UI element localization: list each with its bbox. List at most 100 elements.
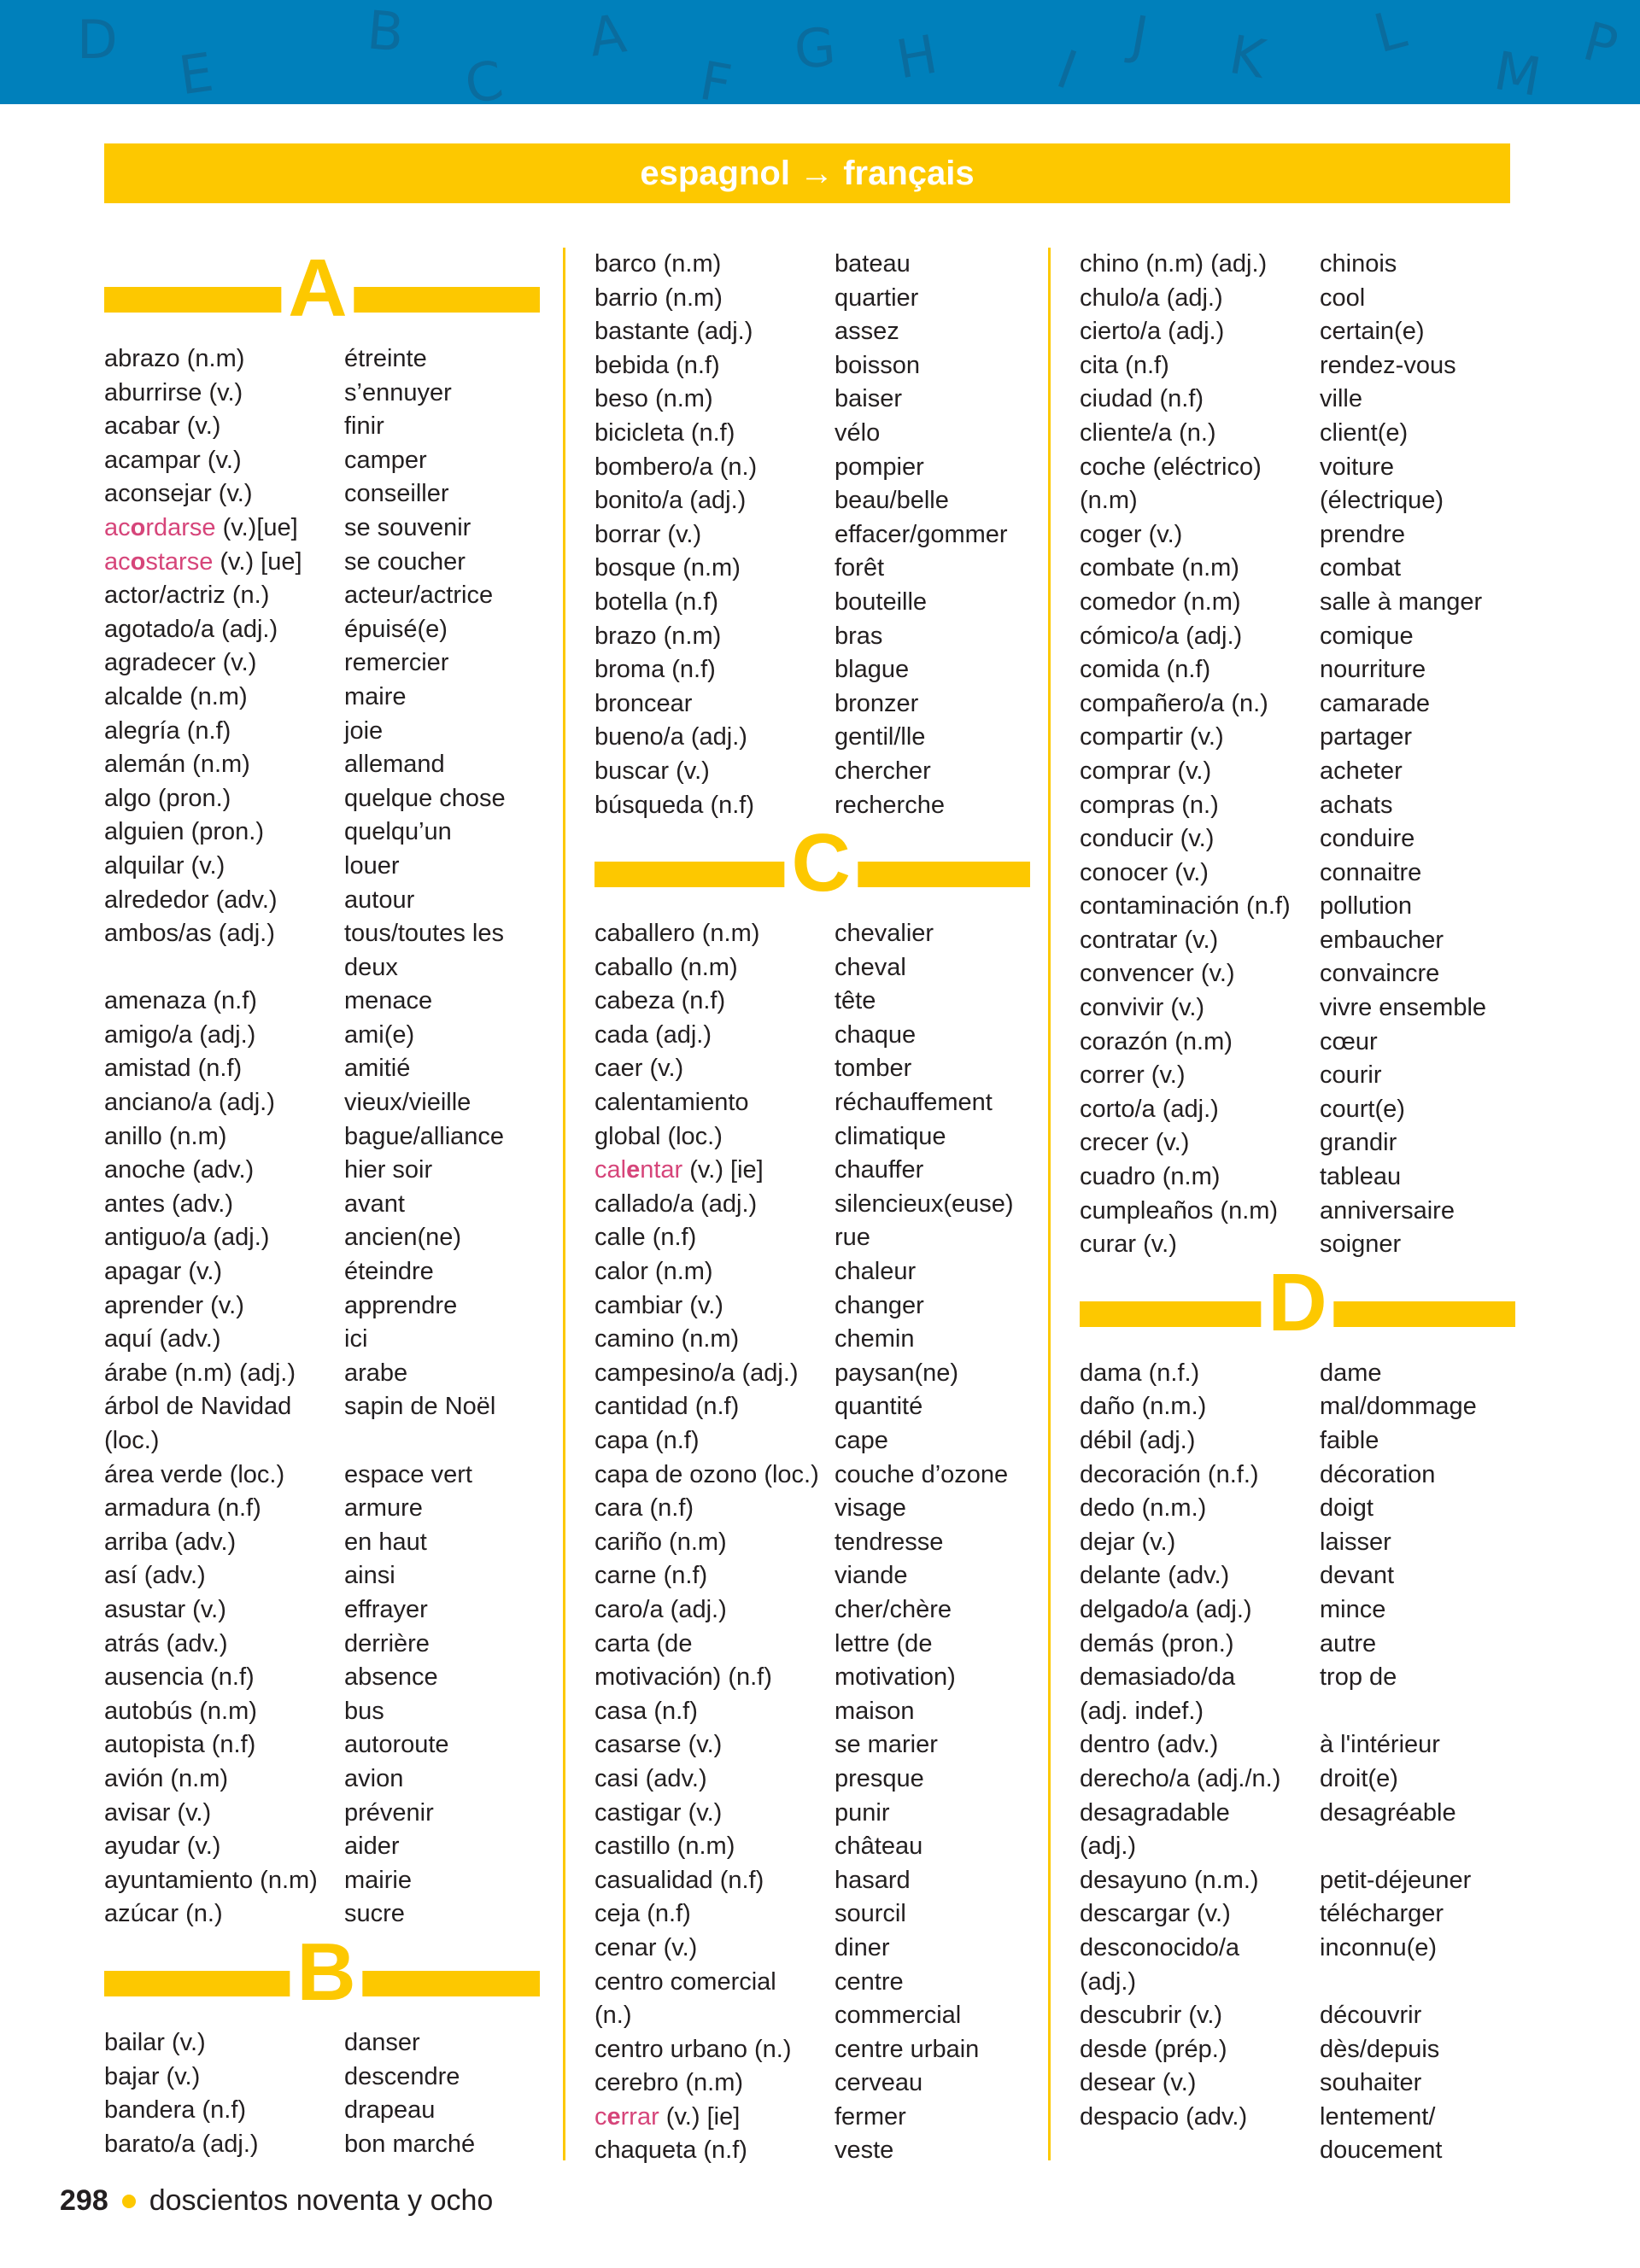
term-text: ayudar (v.) — [104, 1833, 221, 1861]
french-translation: joie — [344, 716, 384, 745]
term-text: anoche (adv.) — [104, 1156, 255, 1184]
term-text: bastante (adj.) — [594, 318, 753, 346]
vocab-entry: dama (n.f.) dame — [1080, 1357, 1515, 1391]
vocab-entry: ceja (n.f) sourcil — [594, 1897, 1030, 1932]
vocab-entry: amistad (n.f) amitié — [104, 1052, 540, 1086]
french-translation: acteur/actrice — [344, 582, 494, 610]
vocab-entry: aprender (v.) apprendre — [104, 1289, 540, 1324]
decorative-letter: I — [1049, 38, 1086, 102]
vocab-entry: capa de ozono (loc.) couche d’ozone — [594, 1458, 1030, 1493]
term-text: búsqueda (n.f) — [594, 791, 755, 819]
spanish-term: acampar (v.) — [104, 444, 344, 478]
french-translation: avion — [344, 1764, 404, 1792]
vocab-entry: delgado/a (adj.) mince — [1080, 1593, 1515, 1628]
vocab-entry: avisar (v.) prévenir — [104, 1797, 540, 1831]
verb-part: rrar — [620, 2102, 659, 2131]
term-text: camino (n.m) — [594, 1325, 740, 1353]
vocab-entry: desear (v.) souhaiter — [1080, 2066, 1515, 2101]
vocab-entry: broma (n.f) blague — [594, 653, 1030, 687]
spanish-term: curar (v.) — [1080, 1228, 1320, 1262]
spanish-term: cumpleaños (n.m) — [1080, 1195, 1320, 1229]
spanish-term: contratar (v.) — [1080, 924, 1320, 958]
spanish-term: casarse (v.) — [594, 1728, 835, 1762]
french-translation: mal/dommage — [1320, 1393, 1477, 1421]
vocab-entry: acampar (v.) camper — [104, 444, 540, 478]
vocab-entry: corto/a (adj.) court(e) — [1080, 1093, 1515, 1127]
term-text: desear (v.) — [1080, 2069, 1197, 2097]
spanish-term: campesino/a (adj.) — [594, 1357, 835, 1391]
french-translation: rue — [835, 1224, 870, 1252]
french-translation: vieux/vieille — [344, 1089, 472, 1117]
vocab-entry: acordarse (v.)[ue] se souvenir — [104, 511, 540, 546]
vocab-entry: área verde (loc.) espace vert — [104, 1458, 540, 1493]
vocab-entry: calor (n.m) chaleur — [594, 1255, 1030, 1289]
vocab-entry: aquí (adv.) ici — [104, 1323, 540, 1357]
french-translation: ancien(ne) — [344, 1224, 462, 1252]
spanish-term: arriba (adv.) — [104, 1526, 344, 1560]
vocab-entry: demás (pron.) autre — [1080, 1628, 1515, 1662]
french-translation: sapin de Noël — [344, 1393, 496, 1421]
term-text: cita (n.f) — [1080, 351, 1169, 379]
term-text: alemán (n.m) — [104, 751, 250, 779]
french-translation: presque — [835, 1764, 924, 1792]
french-translation: quantité — [835, 1393, 923, 1421]
term-text: derecho/a (adj./n.) — [1080, 1764, 1281, 1792]
term-text: dejar (v.) — [1080, 1528, 1176, 1556]
vocab-entry: contaminación (n.f) pollution — [1080, 890, 1515, 924]
term-text: desayuno (n.m.) — [1080, 1866, 1259, 1894]
term-text: (v.) [ie] — [682, 1156, 764, 1184]
term-text: débil (adj.) — [1080, 1427, 1196, 1454]
french-translation: anniversaire — [1320, 1196, 1455, 1225]
vocab-entry: armadura (n.f) armure — [104, 1492, 540, 1526]
term-text: cabeza (n.f) — [594, 987, 726, 1015]
term-text: agotado/a (adj.) — [104, 615, 278, 643]
vocab-entry: así (adv.) ainsi — [104, 1559, 540, 1593]
term-text: caer (v.) — [594, 1055, 684, 1083]
french-translation: salle à manger — [1320, 587, 1483, 616]
french-translation: quelqu’un — [344, 818, 452, 846]
french-translation: espace vert — [344, 1460, 472, 1488]
stressed-vowel: o — [130, 513, 146, 541]
vocab-entry: algo (pron.) quelque chose — [104, 782, 540, 816]
term-text: alegría (n.f) — [104, 716, 231, 745]
vocab-entry: ayuntamiento (n.m) mairie — [104, 1864, 540, 1898]
vocab-entry: conocer (v.) connaitre — [1080, 856, 1515, 891]
term-text: bajar (v.) — [104, 2062, 201, 2090]
spanish-term: barato/a (adj.) — [104, 2128, 344, 2162]
spanish-term: correr (v.) — [1080, 1059, 1320, 1093]
spanish-term: comedor (n.m) — [1080, 586, 1320, 620]
vocab-entry: desconocido/a (adj.) inconnu(e) — [1080, 1932, 1515, 1999]
vocab-entry: combate (n.m) combat — [1080, 552, 1515, 586]
spanish-term: barrio (n.m) — [594, 282, 835, 316]
spanish-term: bosque (n.m) — [594, 552, 835, 586]
french-translation: fermer — [835, 2102, 906, 2131]
french-translation: menace — [344, 987, 433, 1015]
spanish-term: árabe (n.m) (adj.) — [104, 1357, 344, 1391]
spanish-term: avión (n.m) — [104, 1762, 344, 1797]
spanish-term: asustar (v.) — [104, 1593, 344, 1628]
french-translation: courir — [1320, 1061, 1382, 1090]
vocab-entry: actor/actriz (n.) acteur/actrice — [104, 579, 540, 613]
spanish-term: acabar (v.) — [104, 410, 344, 444]
vocab-entry: casi (adv.) presque — [594, 1762, 1030, 1797]
vocab-entry: cierto/a (adj.) certain(e) — [1080, 315, 1515, 349]
french-translation: maire — [344, 682, 407, 710]
vocab-entry: alguien (pron.) quelqu’un — [104, 815, 540, 850]
term-text: apagar (v.) — [104, 1258, 223, 1286]
decorative-letter: H — [892, 22, 942, 91]
spanish-term: delante (adv.) — [1080, 1559, 1320, 1593]
french-translation: boisson — [835, 351, 920, 379]
term-text: caballo (n.m) — [594, 953, 738, 981]
term-text: corazón (n.m) — [1080, 1027, 1233, 1055]
spanish-term: azúcar (n.) — [104, 1897, 344, 1932]
french-translation: dès/depuis — [1320, 2035, 1440, 2063]
spanish-term: corto/a (adj.) — [1080, 1093, 1320, 1127]
spanish-term: bicicleta (n.f) — [594, 417, 835, 451]
vocab-entry: botella (n.f) bouteille — [594, 586, 1030, 620]
term-text: cumpleaños (n.m) — [1080, 1196, 1279, 1225]
vocab-entry: convivir (v.) vivre ensemble — [1080, 991, 1515, 1026]
spanish-term: desear (v.) — [1080, 2066, 1320, 2101]
spanish-term: buscar (v.) — [594, 755, 835, 789]
vocab-entry: atrás (adv.) derrière — [104, 1628, 540, 1662]
french-translation: descendre — [344, 2062, 460, 2090]
